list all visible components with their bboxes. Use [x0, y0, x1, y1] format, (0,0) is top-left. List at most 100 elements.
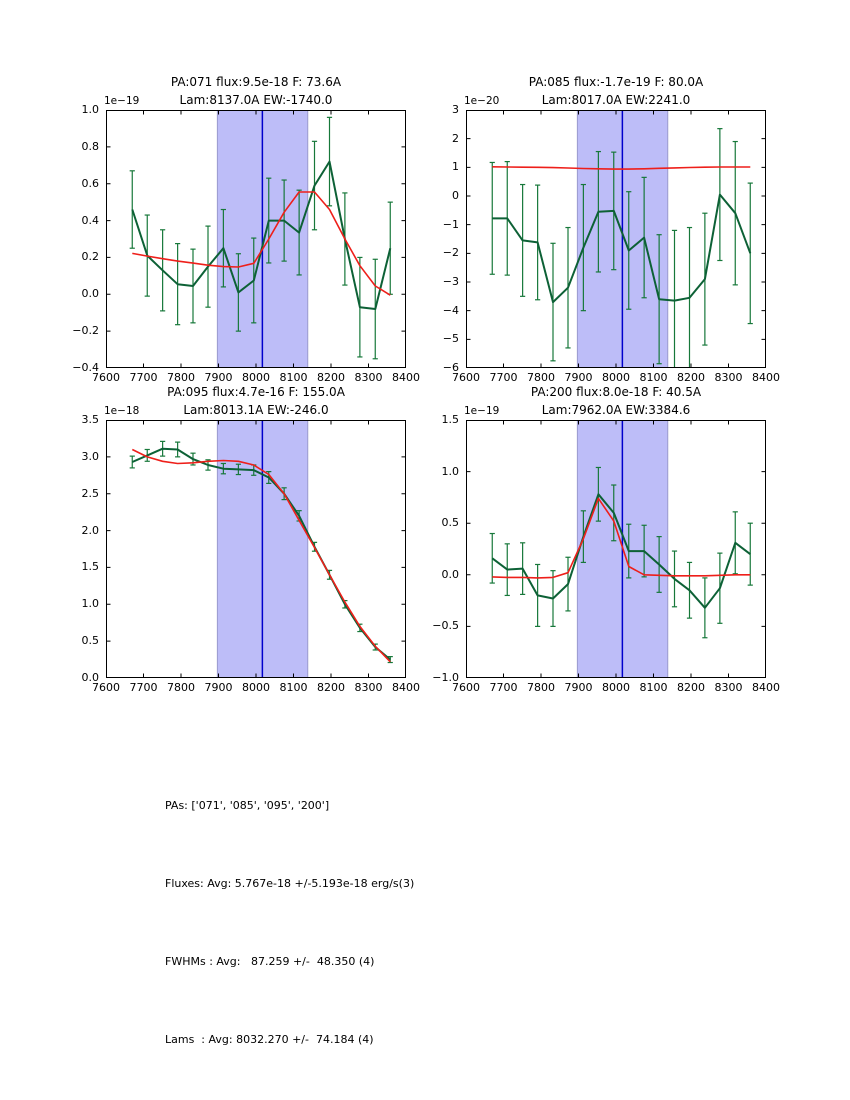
summary-line-fluxes: Fluxes: Avg: 5.767e-18 +/-5.193e-18 erg/…	[165, 877, 415, 890]
x-tick-label-pa-071: 7800	[167, 371, 195, 384]
y-axis-offset-label-pa-200: 1e−19	[464, 405, 500, 417]
y-tick-label-pa-200: 0.0	[441, 567, 460, 581]
x-tick-label-pa-085: 7700	[489, 371, 518, 384]
x-tick-label-pa-085: 7800	[527, 371, 555, 384]
x-tick-label-pa-095: 8000	[242, 681, 270, 694]
y-tick-label-pa-095: 3.0	[81, 449, 100, 463]
x-tick-label-pa-095: 7700	[129, 681, 158, 694]
x-tick-label-pa-085: 7900	[564, 371, 593, 384]
y-tick-label-pa-200: 1.0	[441, 464, 460, 478]
y-tick-label-pa-095: 3.5	[81, 413, 100, 426]
panel-title-line1-pa-085: PA:085 flux:-1.7e-19 F: 80.0A	[528, 75, 704, 89]
panel-title-line2-pa-095: Lam:8013.1A EW:-246.0	[183, 403, 329, 417]
x-tick-label-pa-085: 8400	[752, 371, 780, 384]
fit-line-pa-085	[492, 166, 751, 170]
y-tick-label-pa-071: 0.4	[81, 213, 100, 227]
x-tick-label-pa-071: 8300	[354, 371, 383, 384]
y-tick-label-pa-085: −6	[442, 361, 459, 374]
y-tick-label-pa-071: 1.0	[81, 103, 100, 116]
y-tick-label-pa-071: −0.4	[72, 361, 99, 374]
fit-line-pa-095	[131, 448, 391, 663]
x-tick-label-pa-200: 8000	[602, 681, 630, 694]
panel-title-line1-pa-071: PA:071 flux:9.5e-18 F: 73.6A	[170, 75, 342, 89]
axes-frame-pa-085	[466, 110, 766, 368]
x-tick-label-pa-095: 7800	[167, 681, 195, 694]
x-tick-label-pa-071: 8100	[279, 371, 308, 384]
y-tick-label-pa-071: 0.0	[81, 287, 100, 301]
x-tick-label-pa-200: 8300	[714, 681, 743, 694]
axis-ticks-pa-071	[106, 110, 406, 368]
y-tick-label-pa-200: −1.0	[432, 671, 459, 684]
x-tick-label-pa-095: 7600	[92, 681, 120, 694]
x-tick-label-pa-200: 8200	[677, 681, 705, 694]
panel-title-line2-pa-071: Lam:8137.0A EW:-1740.0	[179, 93, 333, 107]
x-tick-label-pa-071: 7600	[92, 371, 120, 384]
x-tick-label-pa-200: 7800	[527, 681, 555, 694]
panel-title-line2-pa-200: Lam:7962.0A EW:3384.6	[541, 403, 691, 417]
x-tick-label-pa-200: 7600	[452, 681, 480, 694]
y-tick-label-pa-085: −4	[442, 303, 459, 317]
y-tick-label-pa-095: 1.0	[81, 597, 100, 611]
fit-line-pa-071	[132, 191, 391, 296]
axis-ticks-pa-085	[466, 110, 766, 368]
x-tick-label-pa-085: 7600	[452, 371, 480, 384]
spectrum-line-pa-085	[492, 193, 752, 304]
x-tick-label-pa-085: 8200	[677, 371, 705, 384]
y-tick-label-pa-200: −0.5	[432, 619, 459, 633]
y-tick-label-pa-095: 1.5	[81, 560, 100, 574]
spectrum-line-pa-095	[131, 447, 391, 661]
y-axis-offset-label-pa-085: 1e−20	[464, 95, 500, 107]
x-tick-label-pa-071: 8000	[242, 371, 270, 384]
y-tick-label-pa-085: −3	[442, 275, 459, 288]
axes-frame-pa-095	[106, 420, 406, 678]
spectrum-line-pa-200	[491, 493, 751, 609]
x-tick-label-pa-071: 7900	[204, 371, 233, 384]
fit-line-pa-200	[492, 497, 751, 579]
summary-text-block: PAs: ['071', '085', '095', '200'] Fluxes…	[165, 741, 414, 1100]
axes-frame-pa-071	[106, 110, 406, 368]
y-tick-label-pa-085: 3	[452, 103, 459, 116]
y-tick-label-pa-085: −5	[442, 332, 459, 346]
y-tick-label-pa-095: 0.0	[81, 671, 100, 684]
x-tick-label-pa-200: 8400	[752, 681, 780, 694]
y-axis-offset-label-pa-071: 1e−19	[104, 95, 140, 107]
plot-area-pa-071	[106, 110, 406, 368]
x-tick-label-pa-085: 8100	[639, 371, 668, 384]
y-tick-label-pa-200: 1.5	[441, 413, 460, 426]
x-tick-label-pa-200: 7700	[489, 681, 518, 694]
y-tick-label-pa-085: −2	[442, 246, 459, 260]
y-tick-label-pa-095: 2.0	[81, 523, 100, 537]
y-tick-label-pa-085: 0	[452, 189, 459, 202]
summary-line-pas: PAs: ['071', '085', '095', '200']	[165, 799, 330, 812]
axes-frame-pa-200	[466, 420, 766, 678]
y-tick-label-pa-071: 0.6	[81, 176, 100, 190]
y-tick-label-pa-095: 0.5	[81, 634, 100, 648]
y-tick-label-pa-095: 2.5	[81, 486, 100, 500]
axis-ticks-pa-095	[106, 420, 406, 678]
x-tick-label-pa-095: 8100	[279, 681, 308, 694]
x-tick-label-pa-071: 8400	[392, 371, 420, 384]
y-tick-label-pa-085: −1	[442, 217, 459, 231]
y-tick-label-pa-071: 0.2	[81, 250, 100, 264]
x-tick-label-pa-200: 7900	[564, 681, 593, 694]
y-tick-label-pa-085: 1	[452, 160, 459, 174]
x-tick-label-pa-085: 8300	[714, 371, 743, 384]
x-tick-label-pa-071: 7700	[129, 371, 158, 384]
summary-line-lams: Lams : Avg: 8032.270 +/- 74.184 (4)	[165, 1033, 374, 1046]
y-tick-label-pa-071: 0.8	[81, 139, 100, 153]
x-tick-label-pa-200: 8100	[639, 681, 668, 694]
x-tick-label-pa-095: 7900	[204, 681, 233, 694]
x-tick-label-pa-095: 8200	[317, 681, 345, 694]
x-tick-label-pa-095: 8400	[392, 681, 420, 694]
panel-title-line1-pa-095: PA:095 flux:4.7e-16 F: 155.0A	[167, 385, 345, 399]
panel-title-line1-pa-200: PA:200 flux:8.0e-18 F: 40.5A	[530, 385, 702, 399]
panel-title-line2-pa-085: Lam:8017.0A EW:2241.0	[541, 93, 691, 107]
x-tick-label-pa-071: 8200	[317, 371, 345, 384]
y-tick-label-pa-085: 2	[452, 131, 459, 145]
x-tick-label-pa-085: 8000	[602, 371, 630, 384]
y-tick-label-pa-071: −0.2	[72, 324, 99, 338]
x-tick-label-pa-095: 8300	[354, 681, 383, 694]
plot-area-pa-200	[466, 420, 766, 678]
plot-area-pa-085	[466, 110, 766, 368]
